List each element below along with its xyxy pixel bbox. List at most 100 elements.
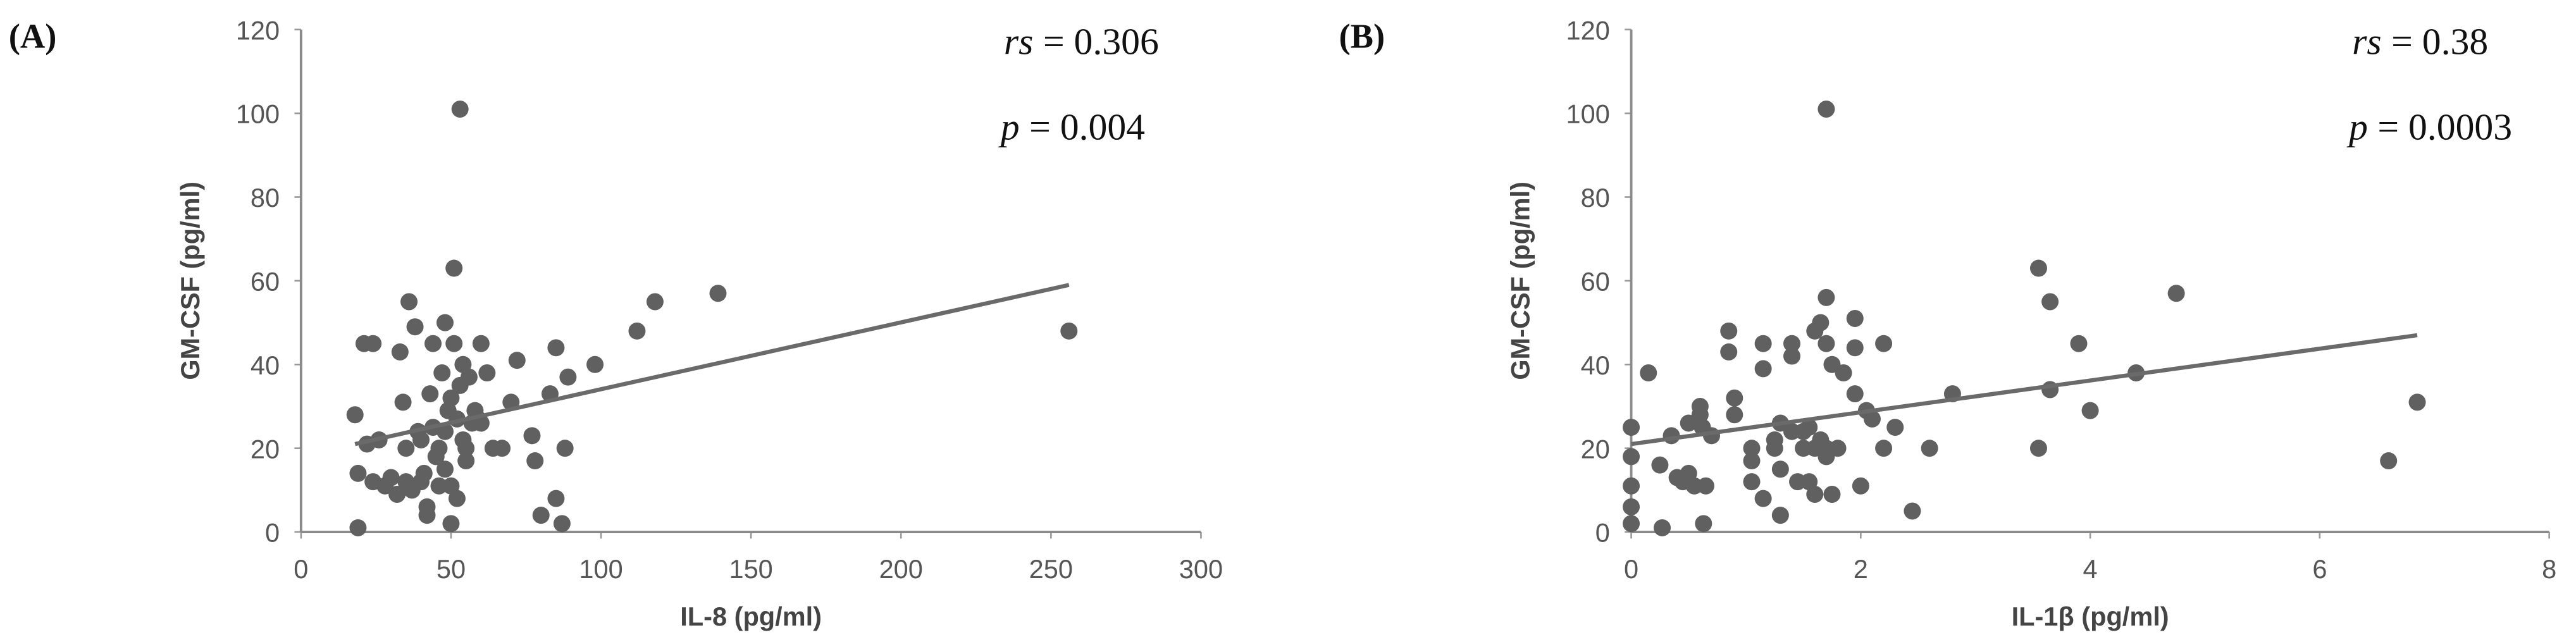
data-point — [415, 464, 433, 482]
x-axis-title: IL-1β (pg/ml) — [2012, 602, 2169, 631]
data-point — [1852, 477, 1869, 495]
x-tick-label: 50 — [437, 554, 466, 584]
data-point — [1783, 335, 1800, 352]
data-point — [1743, 452, 1761, 470]
data-point — [457, 452, 475, 470]
y-tick-label: 60 — [1581, 266, 1610, 296]
data-point — [1640, 364, 1657, 382]
x-tick-label: 6 — [2312, 554, 2327, 584]
x-tick-label: 0 — [294, 554, 308, 584]
data-point — [1623, 498, 1640, 515]
data-point — [1904, 502, 1921, 520]
data-point — [1823, 485, 1841, 503]
data-point — [553, 515, 571, 533]
y-tick-label: 20 — [1581, 434, 1610, 464]
stat-value: = 0.0003 — [2377, 106, 2512, 148]
data-point — [1835, 364, 1852, 382]
data-point — [448, 490, 466, 507]
data-point — [1754, 490, 1772, 507]
data-point — [445, 259, 463, 277]
x-tick-label: 250 — [1029, 554, 1073, 584]
data-point — [451, 100, 469, 118]
stat-symbol: p — [998, 106, 1020, 148]
data-point — [1875, 440, 1893, 457]
data-point — [1771, 460, 1789, 478]
data-point — [1754, 335, 1772, 352]
stat-annotation: rs = 0.38 — [2352, 21, 2488, 63]
y-axis-title: GM-CSF (pg/ml) — [1506, 182, 1535, 380]
data-point — [382, 469, 400, 486]
data-point — [364, 335, 382, 352]
data-point — [1623, 448, 1640, 466]
data-point — [526, 452, 544, 470]
data-point — [442, 515, 460, 533]
y-tick-label: 100 — [1566, 99, 1610, 129]
y-tick-label: 120 — [236, 15, 280, 45]
y-tick-label: 40 — [251, 350, 280, 380]
data-point — [460, 368, 478, 386]
data-point — [349, 519, 367, 536]
data-point — [1623, 477, 1640, 495]
data-point — [418, 507, 436, 524]
data-point — [457, 440, 475, 457]
data-point — [1651, 456, 1669, 474]
data-point — [433, 364, 451, 382]
data-point — [1754, 360, 1772, 378]
data-point — [388, 485, 406, 503]
data-point — [547, 490, 565, 507]
y-tick-label: 100 — [236, 99, 280, 129]
data-point — [2029, 259, 2047, 277]
data-point — [430, 440, 448, 457]
stat-value: = 0.004 — [1029, 106, 1145, 148]
data-point — [394, 393, 412, 411]
data-point — [1863, 410, 1881, 428]
data-point — [547, 339, 565, 357]
data-point — [1817, 335, 1835, 352]
data-point — [508, 352, 526, 369]
data-point — [397, 440, 415, 457]
stat-symbol: rs — [1004, 21, 1033, 63]
scatter-panel: (A) 0 20 40 60 80 100 120 0 50 100 150 200 250 300 IL-8… — [9, 15, 1223, 631]
y-tick-label: 80 — [251, 183, 280, 213]
data-point — [1720, 322, 1738, 340]
data-point — [1886, 419, 1904, 436]
x-tick-label: 100 — [579, 554, 622, 584]
data-point — [1812, 314, 1830, 331]
x-tick-label: 8 — [2542, 554, 2556, 584]
data-point — [586, 355, 604, 373]
data-point — [532, 507, 550, 524]
data-point — [1817, 100, 1835, 118]
panel-label: (A) — [9, 16, 57, 55]
data-point — [1783, 347, 1800, 365]
data-point — [1846, 339, 1864, 357]
data-point — [442, 389, 460, 407]
x-axis-title: IL-8 (pg/ml) — [680, 602, 822, 631]
data-point — [472, 335, 490, 352]
data-point — [1846, 385, 1864, 403]
y-tick-label: 0 — [265, 518, 280, 548]
data-point — [1623, 419, 1640, 436]
data-point — [349, 464, 367, 482]
data-point — [559, 368, 577, 386]
data-point — [628, 322, 646, 340]
data-point — [400, 293, 418, 311]
trendline — [1631, 333, 2418, 447]
data-point — [2070, 335, 2088, 352]
x-tick-label: 2 — [1854, 554, 1868, 584]
data-point — [478, 364, 496, 382]
stat-symbol: rs — [2352, 21, 2381, 63]
data-point — [1695, 515, 1712, 533]
data-point — [1623, 515, 1640, 533]
data-point — [436, 423, 454, 440]
data-point — [523, 427, 541, 445]
data-point — [1743, 440, 1761, 457]
data-point — [1766, 440, 1783, 457]
data-point — [1060, 322, 1078, 340]
data-point — [1726, 406, 1743, 424]
data-point — [1771, 507, 1789, 524]
data-point — [421, 385, 439, 403]
data-point — [1806, 485, 1824, 503]
data-point — [709, 285, 727, 302]
y-axis-title: GM-CSF (pg/ml) — [175, 182, 205, 380]
